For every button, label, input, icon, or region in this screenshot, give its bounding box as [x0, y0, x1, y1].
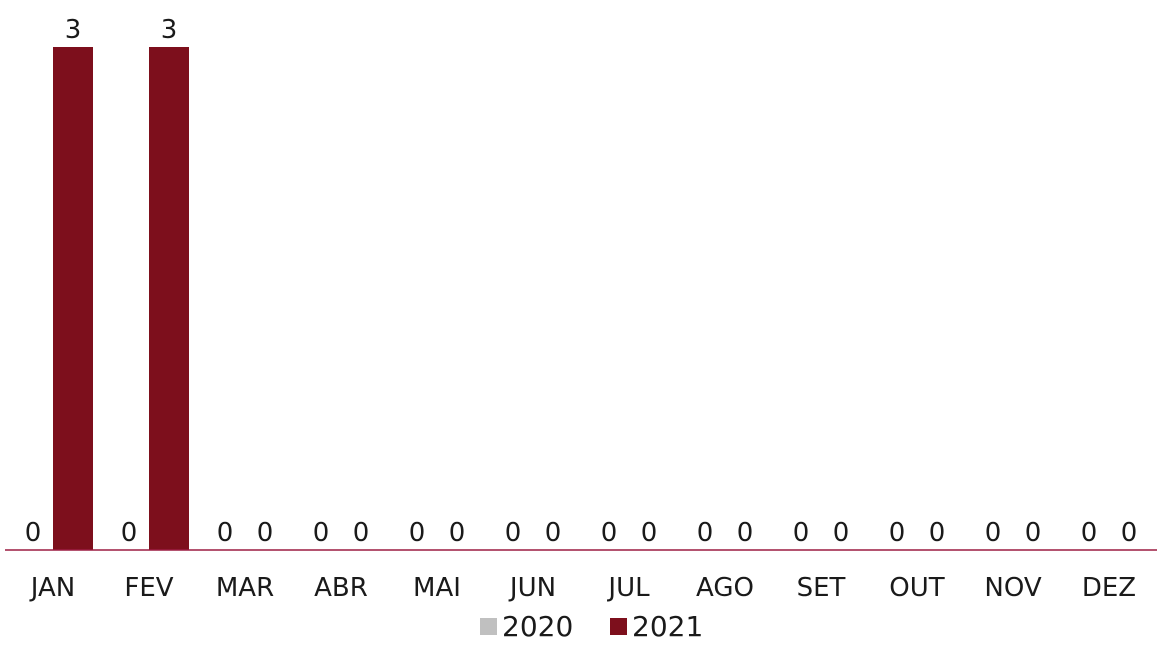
- x-tick-label-mar: MAR: [216, 573, 274, 603]
- value-label-2020-abr: 0: [313, 518, 330, 548]
- x-tick-label-set: SET: [797, 573, 846, 603]
- value-label-2020-jul: 0: [601, 518, 618, 548]
- x-tick-label-jan: JAN: [29, 573, 75, 603]
- value-label-2020-fev: 0: [121, 518, 138, 548]
- value-label-2021-jun: 0: [545, 518, 562, 548]
- legend: 2020 2021: [480, 610, 703, 643]
- value-label-2021-ago: 0: [737, 518, 754, 548]
- bar-2021-jan: [53, 47, 93, 550]
- value-label-2020-out: 0: [889, 518, 906, 548]
- value-label-2021-abr: 0: [353, 518, 370, 548]
- x-tick-label-fev: FEV: [124, 573, 173, 603]
- value-label-2021-set: 0: [833, 518, 850, 548]
- value-label-2020-dez: 0: [1081, 518, 1098, 548]
- legend-swatch-2021: [610, 618, 627, 635]
- value-label-2021-mar: 0: [257, 518, 274, 548]
- x-tick-label-mai: MAI: [413, 573, 461, 603]
- value-label-2021-out: 0: [929, 518, 946, 548]
- value-label-2021-nov: 0: [1025, 518, 1042, 548]
- x-tick-label-abr: ABR: [314, 573, 368, 603]
- x-tick-label-ago: AGO: [696, 573, 754, 603]
- legend-swatch-2020: [480, 618, 497, 635]
- value-label-2021-mai: 0: [449, 518, 466, 548]
- value-label-2020-mar: 0: [217, 518, 234, 548]
- value-label-2020-jun: 0: [505, 518, 522, 548]
- x-tick-label-nov: NOV: [984, 573, 1041, 603]
- x-tick-label-dez: DEZ: [1082, 573, 1136, 603]
- x-tick-label-out: OUT: [889, 573, 944, 603]
- bar-2021-fev: [149, 47, 189, 550]
- legend-label-2021: 2021: [632, 610, 703, 643]
- x-tick-label-jun: JUN: [508, 573, 556, 603]
- value-label-2020-jan: 0: [25, 518, 42, 548]
- value-label-2021-fev: 3: [161, 15, 178, 45]
- value-label-2021-dez: 0: [1121, 518, 1138, 548]
- value-label-2021-jul: 0: [641, 518, 658, 548]
- value-label-2021-jan: 3: [65, 15, 82, 45]
- legend-label-2020: 2020: [502, 610, 573, 643]
- value-label-2020-set: 0: [793, 518, 810, 548]
- value-label-2020-ago: 0: [697, 518, 714, 548]
- x-tick-label-jul: JUL: [606, 573, 650, 603]
- value-label-2020-nov: 0: [985, 518, 1002, 548]
- value-label-2020-mai: 0: [409, 518, 426, 548]
- x-tick-labels-layer: JAN FEV MAR ABR MAI JUN JUL AGO SET OUT NOV DEZ: [29, 573, 1136, 603]
- bars-layer: [53, 47, 189, 550]
